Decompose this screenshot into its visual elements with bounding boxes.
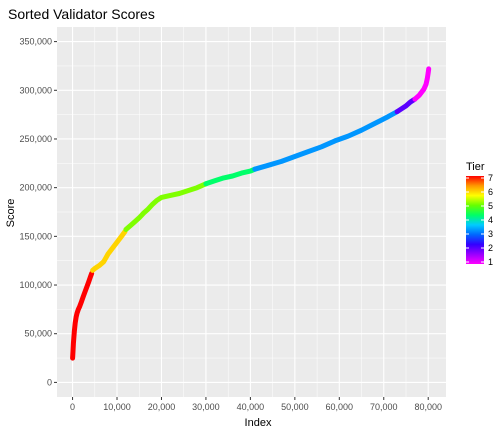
y-tick-label: 350,000 (19, 37, 52, 47)
legend-labels: 7 6 5 4 3 2 1 (466, 173, 493, 267)
y-tick-label: 200,000 (19, 183, 52, 193)
legend-label: 7 (488, 173, 493, 183)
y-tick-label: 250,000 (19, 134, 52, 144)
y-tick-label: 300,000 (19, 85, 52, 95)
series-tier-1 (412, 66, 432, 102)
y-tick-label: 150,000 (19, 231, 52, 241)
series-tier-4 (203, 166, 258, 187)
legend: Tier 7 6 5 4 3 2 1 (466, 161, 493, 267)
x-axis: 0 10,000 20,000 30,000 40,000 50,000 60,000 70,… (70, 397, 442, 412)
series-layer (70, 66, 432, 361)
y-tick-label: 0 (47, 377, 52, 387)
x-tick-label: 30,000 (192, 402, 220, 412)
series-tier-3 (252, 109, 400, 172)
y-tick-label: 100,000 (19, 280, 52, 290)
y-axis: 0 50,000 100,000 150,000 200,000 250,000 300,0… (19, 37, 57, 387)
legend-label: 6 (488, 187, 493, 197)
x-tick-label: 50,000 (281, 402, 309, 412)
legend-title: Tier (466, 161, 485, 173)
series-tier-5 (123, 181, 209, 232)
x-tick-label: 20,000 (148, 402, 176, 412)
legend-label: 1 (488, 257, 493, 267)
y-tick-label: 50,000 (24, 329, 52, 339)
x-tick-label: 60,000 (326, 402, 354, 412)
x-tick-label: 10,000 (103, 402, 131, 412)
series-tier-2 (394, 96, 418, 115)
x-tick-label: 70,000 (370, 402, 398, 412)
legend-label: 5 (488, 201, 493, 211)
legend-label: 4 (488, 215, 493, 225)
series-tier-7 (70, 270, 95, 361)
x-tick-label: 80,000 (414, 402, 442, 412)
x-axis-title: Index (245, 417, 272, 429)
legend-label: 3 (488, 229, 493, 239)
y-axis-title: Score (5, 199, 17, 228)
x-tick-label: 0 (70, 402, 75, 412)
x-tick-label: 40,000 (237, 402, 265, 412)
grid-minor (57, 27, 446, 397)
chart-title: Sorted Validator Scores (8, 6, 155, 22)
legend-label: 2 (488, 243, 493, 253)
legend-colorbar (466, 176, 484, 264)
series-tier-6 (90, 229, 128, 273)
